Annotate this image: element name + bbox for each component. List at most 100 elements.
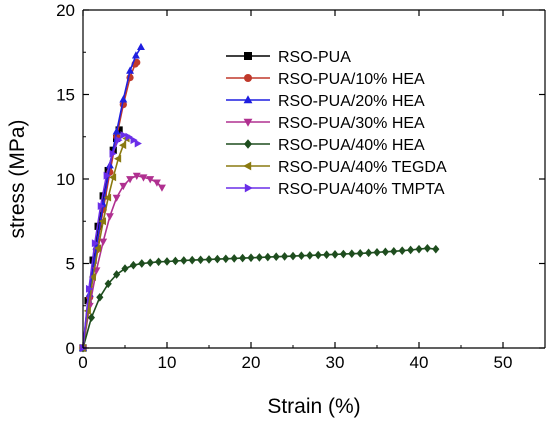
data-point xyxy=(281,252,289,261)
legend-label: RSO-PUA/40% TMPTA xyxy=(278,181,445,198)
data-point xyxy=(104,279,112,289)
data-point xyxy=(356,249,364,258)
data-point xyxy=(93,244,101,253)
legend-item: RSO-PUA/40% HEA xyxy=(226,137,425,154)
legend-item: RSO-PUA/20% HEA xyxy=(226,93,425,110)
y-tick-label: 15 xyxy=(56,86,75,105)
legend: RSO-PUA RSO-PUA/10% HEA RSO-PUA/20% HEA RSO… xyxy=(226,49,447,198)
data-point xyxy=(86,284,94,293)
data-point xyxy=(171,256,179,266)
x-tick-label: 30 xyxy=(326,353,345,372)
data-point xyxy=(133,58,141,66)
data-point xyxy=(139,174,148,182)
data-point xyxy=(103,193,112,202)
x-tick-label: 10 xyxy=(158,353,177,372)
plot-area xyxy=(83,10,545,348)
data-point xyxy=(103,171,111,180)
data-point xyxy=(423,243,431,253)
data-point xyxy=(138,259,146,268)
data-point xyxy=(98,217,107,226)
data-point xyxy=(112,194,121,202)
x-axis-title: Strain (%) xyxy=(267,395,360,418)
data-point xyxy=(99,238,108,246)
data-point xyxy=(222,254,230,264)
series-4 xyxy=(79,172,166,353)
series-layer xyxy=(78,42,440,353)
legend-label: RSO-PUA xyxy=(278,49,351,66)
data-point xyxy=(407,245,415,255)
data-point xyxy=(146,176,155,184)
data-point xyxy=(331,250,339,259)
legend-item: RSO-PUA xyxy=(226,49,351,66)
data-point xyxy=(365,248,373,258)
x-tick-label: 40 xyxy=(410,353,429,372)
y-tick-label: 20 xyxy=(56,1,75,20)
legend-marker xyxy=(244,74,252,82)
data-point xyxy=(112,127,121,135)
data-point xyxy=(96,292,104,302)
data-point xyxy=(239,253,247,263)
data-point xyxy=(398,246,406,255)
data-point xyxy=(197,255,205,265)
y-tick-label: 0 xyxy=(66,339,75,358)
data-point xyxy=(272,252,280,262)
data-point xyxy=(432,244,440,254)
data-point xyxy=(213,254,221,264)
data-point xyxy=(109,149,117,158)
data-point xyxy=(255,253,263,262)
data-point xyxy=(323,250,331,260)
data-point xyxy=(381,247,389,257)
data-point xyxy=(158,184,166,192)
data-point xyxy=(91,239,100,248)
data-point xyxy=(105,213,114,221)
y-tick-label: 5 xyxy=(66,255,75,274)
legend-label: RSO-PUA/40% HEA xyxy=(278,137,425,154)
data-point xyxy=(205,255,213,264)
legend-label: RSO-PUA/30% HEA xyxy=(278,115,425,132)
legend-marker xyxy=(243,118,253,127)
y-tick-label: 10 xyxy=(56,170,75,189)
data-point xyxy=(297,251,305,261)
data-point xyxy=(155,257,163,267)
data-point xyxy=(113,154,122,163)
data-point xyxy=(188,255,196,265)
legend-marker xyxy=(243,95,253,104)
x-tick-label: 50 xyxy=(494,353,513,372)
data-point xyxy=(119,95,128,103)
legend-item: RSO-PUA/40% TMPTA xyxy=(226,181,445,198)
data-point xyxy=(289,251,297,261)
data-point xyxy=(119,182,128,191)
data-point xyxy=(415,244,423,254)
data-point xyxy=(87,313,95,322)
legend-marker xyxy=(244,52,252,60)
legend-item: RSO-PUA/30% HEA xyxy=(226,115,425,132)
data-point xyxy=(115,126,123,134)
data-point xyxy=(339,249,347,259)
data-point xyxy=(180,256,188,265)
data-point xyxy=(390,247,398,256)
legend-label: RSO-PUA/20% HEA xyxy=(278,93,425,110)
data-point xyxy=(125,132,133,141)
data-point xyxy=(126,66,134,74)
data-point xyxy=(314,250,322,260)
x-tick-label: 0 xyxy=(78,353,87,372)
legend-item: RSO-PUA/10% HEA xyxy=(226,71,425,88)
series-6 xyxy=(78,134,130,352)
data-point xyxy=(134,139,142,148)
series-line xyxy=(82,138,128,349)
data-point xyxy=(137,42,145,51)
legend-marker xyxy=(244,139,252,149)
data-point xyxy=(108,173,117,182)
legend-marker xyxy=(244,183,253,193)
data-point xyxy=(230,254,238,263)
data-point xyxy=(97,202,105,210)
y-axis-title: stress (MPa) xyxy=(6,119,29,238)
legend-marker xyxy=(243,161,252,171)
data-point xyxy=(119,141,127,150)
legend-item: RSO-PUA/40% TEGDA xyxy=(226,159,447,176)
data-point xyxy=(121,264,129,273)
data-point xyxy=(306,251,314,260)
data-point xyxy=(130,136,138,145)
data-point xyxy=(348,249,356,259)
